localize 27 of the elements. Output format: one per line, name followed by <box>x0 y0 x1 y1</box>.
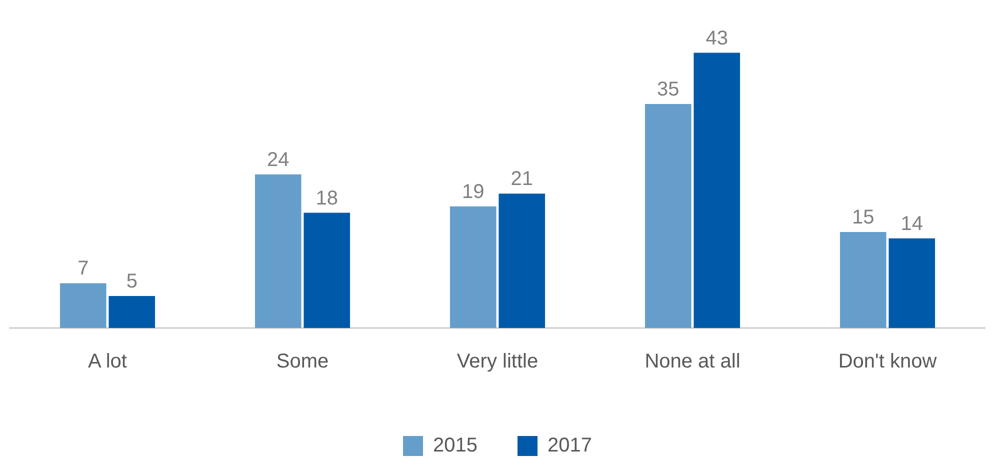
data-label: 35 <box>657 78 680 101</box>
data-label: 43 <box>706 27 728 50</box>
bar <box>644 104 692 328</box>
x-tick-label: Don't know <box>838 350 938 373</box>
bar <box>498 194 546 328</box>
bar <box>254 174 302 328</box>
data-label: 18 <box>316 187 338 210</box>
data-label: 15 <box>852 206 874 229</box>
x-tick-label: Very little <box>456 350 538 373</box>
bar <box>450 206 496 328</box>
data-label: 21 <box>510 168 533 190</box>
x-tick-label: None at all <box>644 350 740 373</box>
data-label: 5 <box>126 270 138 293</box>
x-tick-label: A lot <box>88 350 128 373</box>
bar <box>108 296 156 328</box>
legend-label: 2017 <box>548 434 592 457</box>
data-label: 24 <box>267 148 290 171</box>
data-label: 7 <box>78 258 89 280</box>
bar <box>694 52 740 328</box>
bar <box>888 238 936 328</box>
x-tick-label: Some <box>276 350 329 373</box>
data-label: 14 <box>900 212 923 235</box>
bar <box>840 232 886 328</box>
data-label: 19 <box>462 180 484 203</box>
bar <box>304 212 350 328</box>
bar <box>60 283 106 328</box>
legend-label: 2015 <box>433 434 478 457</box>
